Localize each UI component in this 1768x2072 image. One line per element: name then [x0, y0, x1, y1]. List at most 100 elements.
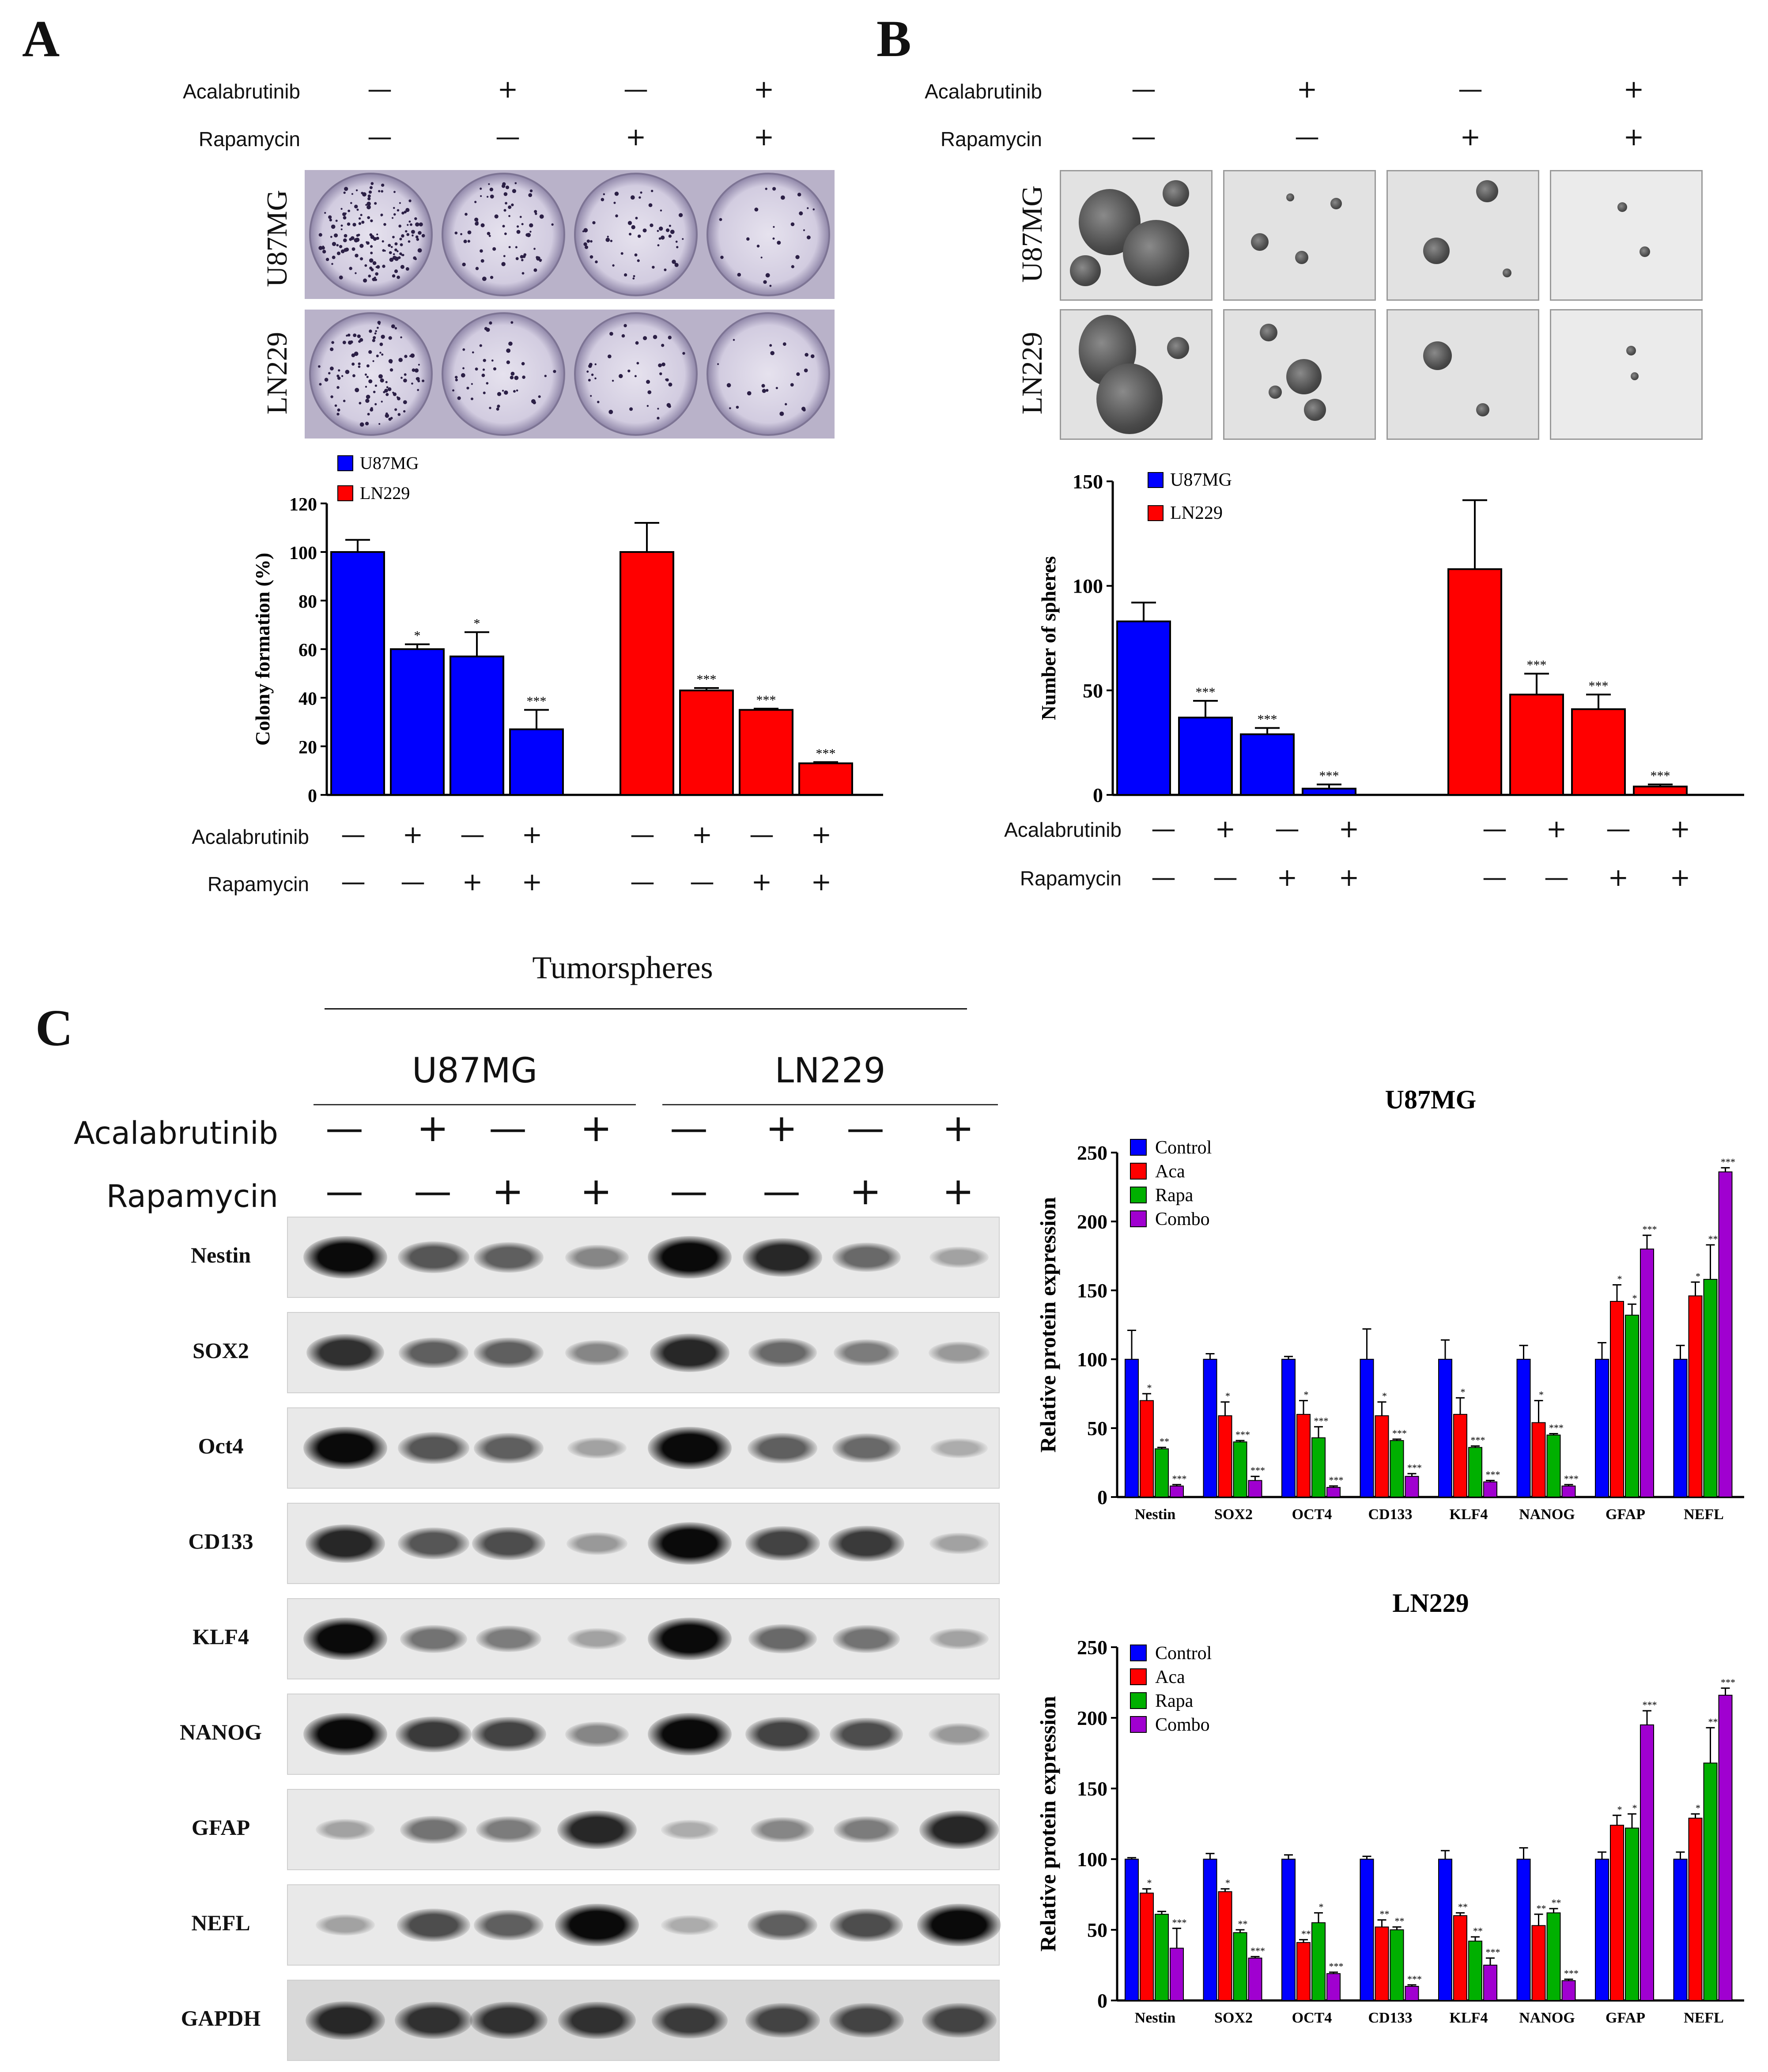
bar [1453, 1414, 1467, 1497]
colony-dot [506, 360, 510, 364]
category-label: Nestin [1135, 2010, 1176, 2026]
colony-dot [419, 222, 423, 227]
panel-a-acala-sign: + [497, 75, 518, 104]
colony-dot [335, 219, 338, 222]
panel-a-bottom-rapa-sign: — [690, 868, 714, 896]
colony-dot [393, 253, 395, 256]
bar [1718, 1171, 1733, 1497]
panel-a-bottom-rapa-sign: — [341, 868, 366, 896]
colony-dot [328, 215, 332, 219]
colony-dot [399, 202, 401, 204]
colony-dot [483, 391, 486, 394]
blot-band [316, 1819, 375, 1840]
colony-dot [619, 374, 623, 378]
bar [1571, 708, 1626, 796]
significance-label: *** [1486, 1947, 1500, 1958]
colony-dot [769, 344, 772, 347]
colony-dot [336, 386, 340, 389]
blot-acala-sign: + [580, 1106, 612, 1150]
colony-dot [348, 340, 352, 345]
colony-dot [400, 265, 404, 269]
colony-dot [802, 408, 806, 412]
panel-b-bottom-acala-sign: — [1606, 815, 1631, 843]
colony-dot [360, 214, 363, 216]
colony-dot [482, 368, 485, 371]
colony-dot [595, 260, 598, 264]
sphere-micrograph [1550, 170, 1703, 301]
colony-dot [621, 334, 625, 338]
colony-dot [523, 253, 527, 257]
colony-dot [799, 211, 803, 216]
colony-dot [349, 267, 352, 270]
blot-band [661, 1915, 719, 1935]
significance-label: *** [1486, 1469, 1500, 1480]
colony-dot [488, 183, 490, 185]
blot-band [555, 1904, 639, 1946]
colony-dot [475, 367, 478, 371]
colony-dot [533, 401, 536, 405]
bar [1218, 1891, 1232, 2001]
panel-a-bottom-acala-sign: + [811, 820, 832, 849]
bar [1281, 1359, 1296, 1497]
blot-acala-sign: — [325, 1106, 363, 1150]
panel-b-rapa-sign: + [1623, 123, 1644, 151]
colony-dot [460, 233, 462, 235]
colony-dot [810, 354, 815, 358]
significance-label: *** [1250, 1945, 1265, 1956]
colony-dot [630, 195, 635, 200]
colony-dot [331, 224, 336, 229]
colony-dot [516, 230, 521, 234]
colony-dot [412, 231, 415, 233]
legend-swatch [1130, 1187, 1147, 1203]
colony-dot [364, 264, 367, 267]
colony-dot [362, 192, 366, 197]
colony-dot [765, 273, 770, 278]
colony-dot [586, 371, 589, 373]
bar [1688, 1818, 1703, 2001]
colony-dot [378, 323, 381, 325]
colony-dot [534, 210, 537, 213]
blot-band [567, 1437, 627, 1459]
panel-a-bottom-rapa-sign: — [630, 868, 655, 896]
legend-label: Control [1155, 1138, 1212, 1158]
bar [1531, 1925, 1546, 2001]
colony-dot [358, 362, 361, 365]
blot-band [473, 1242, 544, 1273]
colony-dot [330, 347, 334, 352]
colony-dot [373, 237, 377, 241]
colony-dot [389, 257, 394, 262]
blot-u87-line [314, 1104, 636, 1105]
colony-dot [356, 234, 359, 237]
blot-band [745, 2003, 820, 2038]
colony-dot [474, 217, 479, 222]
colony-dot [405, 230, 408, 233]
colony-dot [506, 348, 511, 353]
colony-dot [370, 245, 373, 248]
blot-band [397, 1908, 470, 1942]
colony-dot [359, 422, 364, 427]
colony-dot [405, 208, 410, 212]
significance-label: * [1696, 1803, 1700, 1814]
colony-dot [588, 364, 592, 368]
panel-b-rapa-sign: — [1295, 123, 1319, 151]
colony-dot [394, 248, 397, 252]
colony-dot [379, 342, 383, 346]
panel-b-bottom-acala-sign: — [1275, 815, 1300, 843]
colony-dot [351, 363, 355, 366]
colony-dot [504, 390, 508, 395]
legend-label: U87MG [1170, 470, 1232, 490]
panel-b-u87-label: U87MG [1016, 185, 1048, 283]
blot-band [471, 1717, 546, 1751]
blot-band [661, 1819, 719, 1840]
colony-dot [511, 203, 514, 207]
sphere-micrograph [1386, 170, 1539, 301]
y-tick-label: 100 [289, 543, 317, 563]
panel-a-bottom-rapa-sign: + [521, 868, 543, 896]
sphere-micrograph [1386, 309, 1539, 440]
colony-dot [592, 221, 596, 224]
colony-dot [648, 203, 653, 207]
colony-dot [521, 259, 524, 261]
blot-band [476, 1816, 541, 1843]
colony-dot [480, 223, 485, 227]
sphere-micrograph [1060, 170, 1213, 301]
